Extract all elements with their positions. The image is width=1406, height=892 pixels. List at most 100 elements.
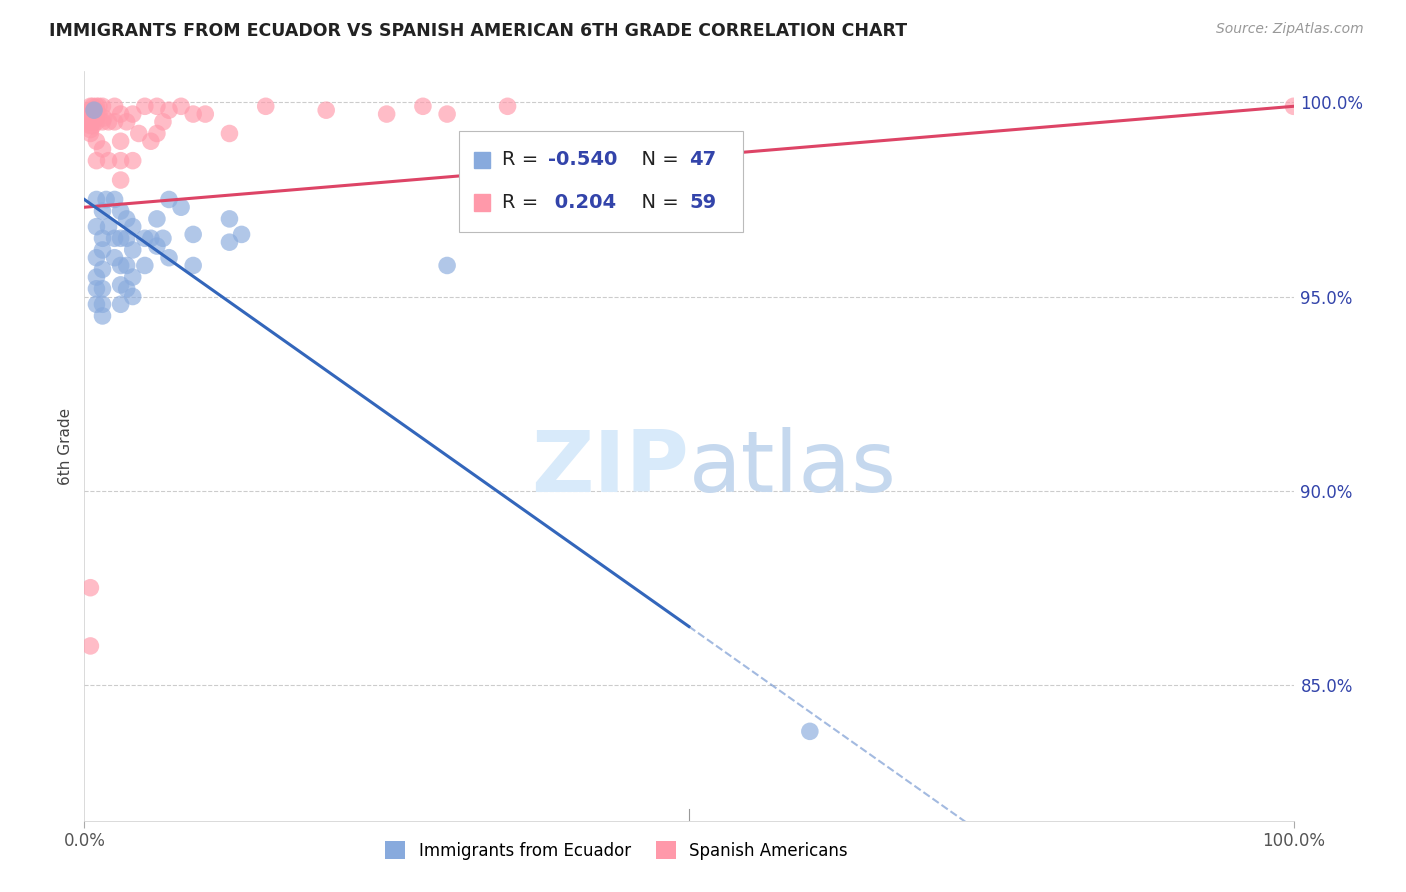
Point bbox=[152, 115, 174, 129]
Point bbox=[86, 282, 108, 296]
Point bbox=[134, 99, 156, 113]
Point bbox=[110, 231, 132, 245]
Point bbox=[254, 99, 277, 113]
Point bbox=[91, 262, 114, 277]
Point bbox=[110, 204, 132, 219]
Point bbox=[110, 107, 132, 121]
Point bbox=[121, 107, 143, 121]
Point bbox=[181, 227, 204, 242]
Point bbox=[86, 111, 108, 125]
Point bbox=[1282, 99, 1305, 113]
Point bbox=[496, 99, 519, 113]
Point bbox=[91, 142, 114, 156]
Point bbox=[79, 127, 101, 141]
Point bbox=[375, 107, 398, 121]
Point bbox=[79, 107, 101, 121]
Point bbox=[157, 251, 180, 265]
Point bbox=[146, 239, 169, 253]
Point bbox=[79, 99, 101, 113]
Text: 47: 47 bbox=[689, 150, 716, 169]
Point bbox=[146, 211, 169, 226]
Point bbox=[121, 153, 143, 168]
Bar bbox=[474, 152, 489, 168]
Point bbox=[110, 277, 132, 292]
Point bbox=[86, 251, 108, 265]
Point bbox=[91, 282, 114, 296]
Point bbox=[86, 99, 108, 113]
Legend: Immigrants from Ecuador, Spanish Americans: Immigrants from Ecuador, Spanish America… bbox=[378, 835, 855, 866]
Point bbox=[181, 107, 204, 121]
Point bbox=[115, 115, 138, 129]
Point bbox=[218, 211, 240, 226]
Point bbox=[97, 115, 120, 129]
Point bbox=[799, 724, 821, 739]
Text: ZIP: ZIP bbox=[531, 427, 689, 510]
Point bbox=[82, 115, 104, 129]
Point bbox=[93, 111, 115, 125]
Point bbox=[231, 227, 253, 242]
Point bbox=[86, 107, 108, 121]
Point bbox=[104, 231, 127, 245]
Point bbox=[82, 111, 104, 125]
Point bbox=[86, 219, 108, 234]
Point bbox=[79, 122, 101, 136]
Point bbox=[91, 99, 114, 113]
Point bbox=[79, 581, 101, 595]
Bar bbox=[474, 194, 489, 211]
Point bbox=[134, 259, 156, 273]
Point bbox=[110, 153, 132, 168]
Text: Source: ZipAtlas.com: Source: ZipAtlas.com bbox=[1216, 22, 1364, 37]
Point bbox=[110, 259, 132, 273]
Point bbox=[86, 103, 108, 118]
Point bbox=[115, 282, 138, 296]
Point bbox=[104, 99, 127, 113]
Point bbox=[94, 193, 117, 207]
Point bbox=[115, 259, 138, 273]
Point bbox=[152, 231, 174, 245]
Point bbox=[121, 289, 143, 303]
Point bbox=[139, 134, 162, 148]
Point bbox=[104, 193, 127, 207]
Point bbox=[86, 153, 108, 168]
Point bbox=[436, 259, 458, 273]
Text: N =: N = bbox=[628, 193, 685, 212]
Point bbox=[79, 111, 101, 125]
Point bbox=[121, 243, 143, 257]
Point bbox=[436, 107, 458, 121]
Point bbox=[87, 99, 110, 113]
Point bbox=[157, 103, 180, 118]
Point bbox=[83, 103, 105, 118]
Point bbox=[218, 235, 240, 250]
Point bbox=[194, 107, 217, 121]
Point bbox=[97, 153, 120, 168]
Point bbox=[115, 211, 138, 226]
Point bbox=[110, 134, 132, 148]
Text: R =: R = bbox=[502, 150, 544, 169]
Point bbox=[157, 193, 180, 207]
Point bbox=[104, 251, 127, 265]
FancyBboxPatch shape bbox=[460, 131, 744, 233]
Point bbox=[91, 297, 114, 311]
Text: atlas: atlas bbox=[689, 427, 897, 510]
Point bbox=[91, 309, 114, 323]
Point bbox=[87, 107, 110, 121]
Point bbox=[146, 127, 169, 141]
Point bbox=[86, 115, 108, 129]
Y-axis label: 6th Grade: 6th Grade bbox=[58, 408, 73, 484]
Point bbox=[170, 99, 193, 113]
Text: IMMIGRANTS FROM ECUADOR VS SPANISH AMERICAN 6TH GRADE CORRELATION CHART: IMMIGRANTS FROM ECUADOR VS SPANISH AMERI… bbox=[49, 22, 907, 40]
Text: 0.204: 0.204 bbox=[548, 193, 616, 212]
Point bbox=[315, 103, 337, 118]
Point bbox=[79, 115, 101, 129]
Point bbox=[110, 173, 132, 187]
Point bbox=[86, 134, 108, 148]
Point bbox=[110, 297, 132, 311]
Point bbox=[86, 270, 108, 285]
Point bbox=[218, 127, 240, 141]
Point bbox=[121, 270, 143, 285]
Point bbox=[79, 103, 101, 118]
Point bbox=[146, 99, 169, 113]
Point bbox=[121, 219, 143, 234]
Point bbox=[181, 259, 204, 273]
Point bbox=[86, 193, 108, 207]
